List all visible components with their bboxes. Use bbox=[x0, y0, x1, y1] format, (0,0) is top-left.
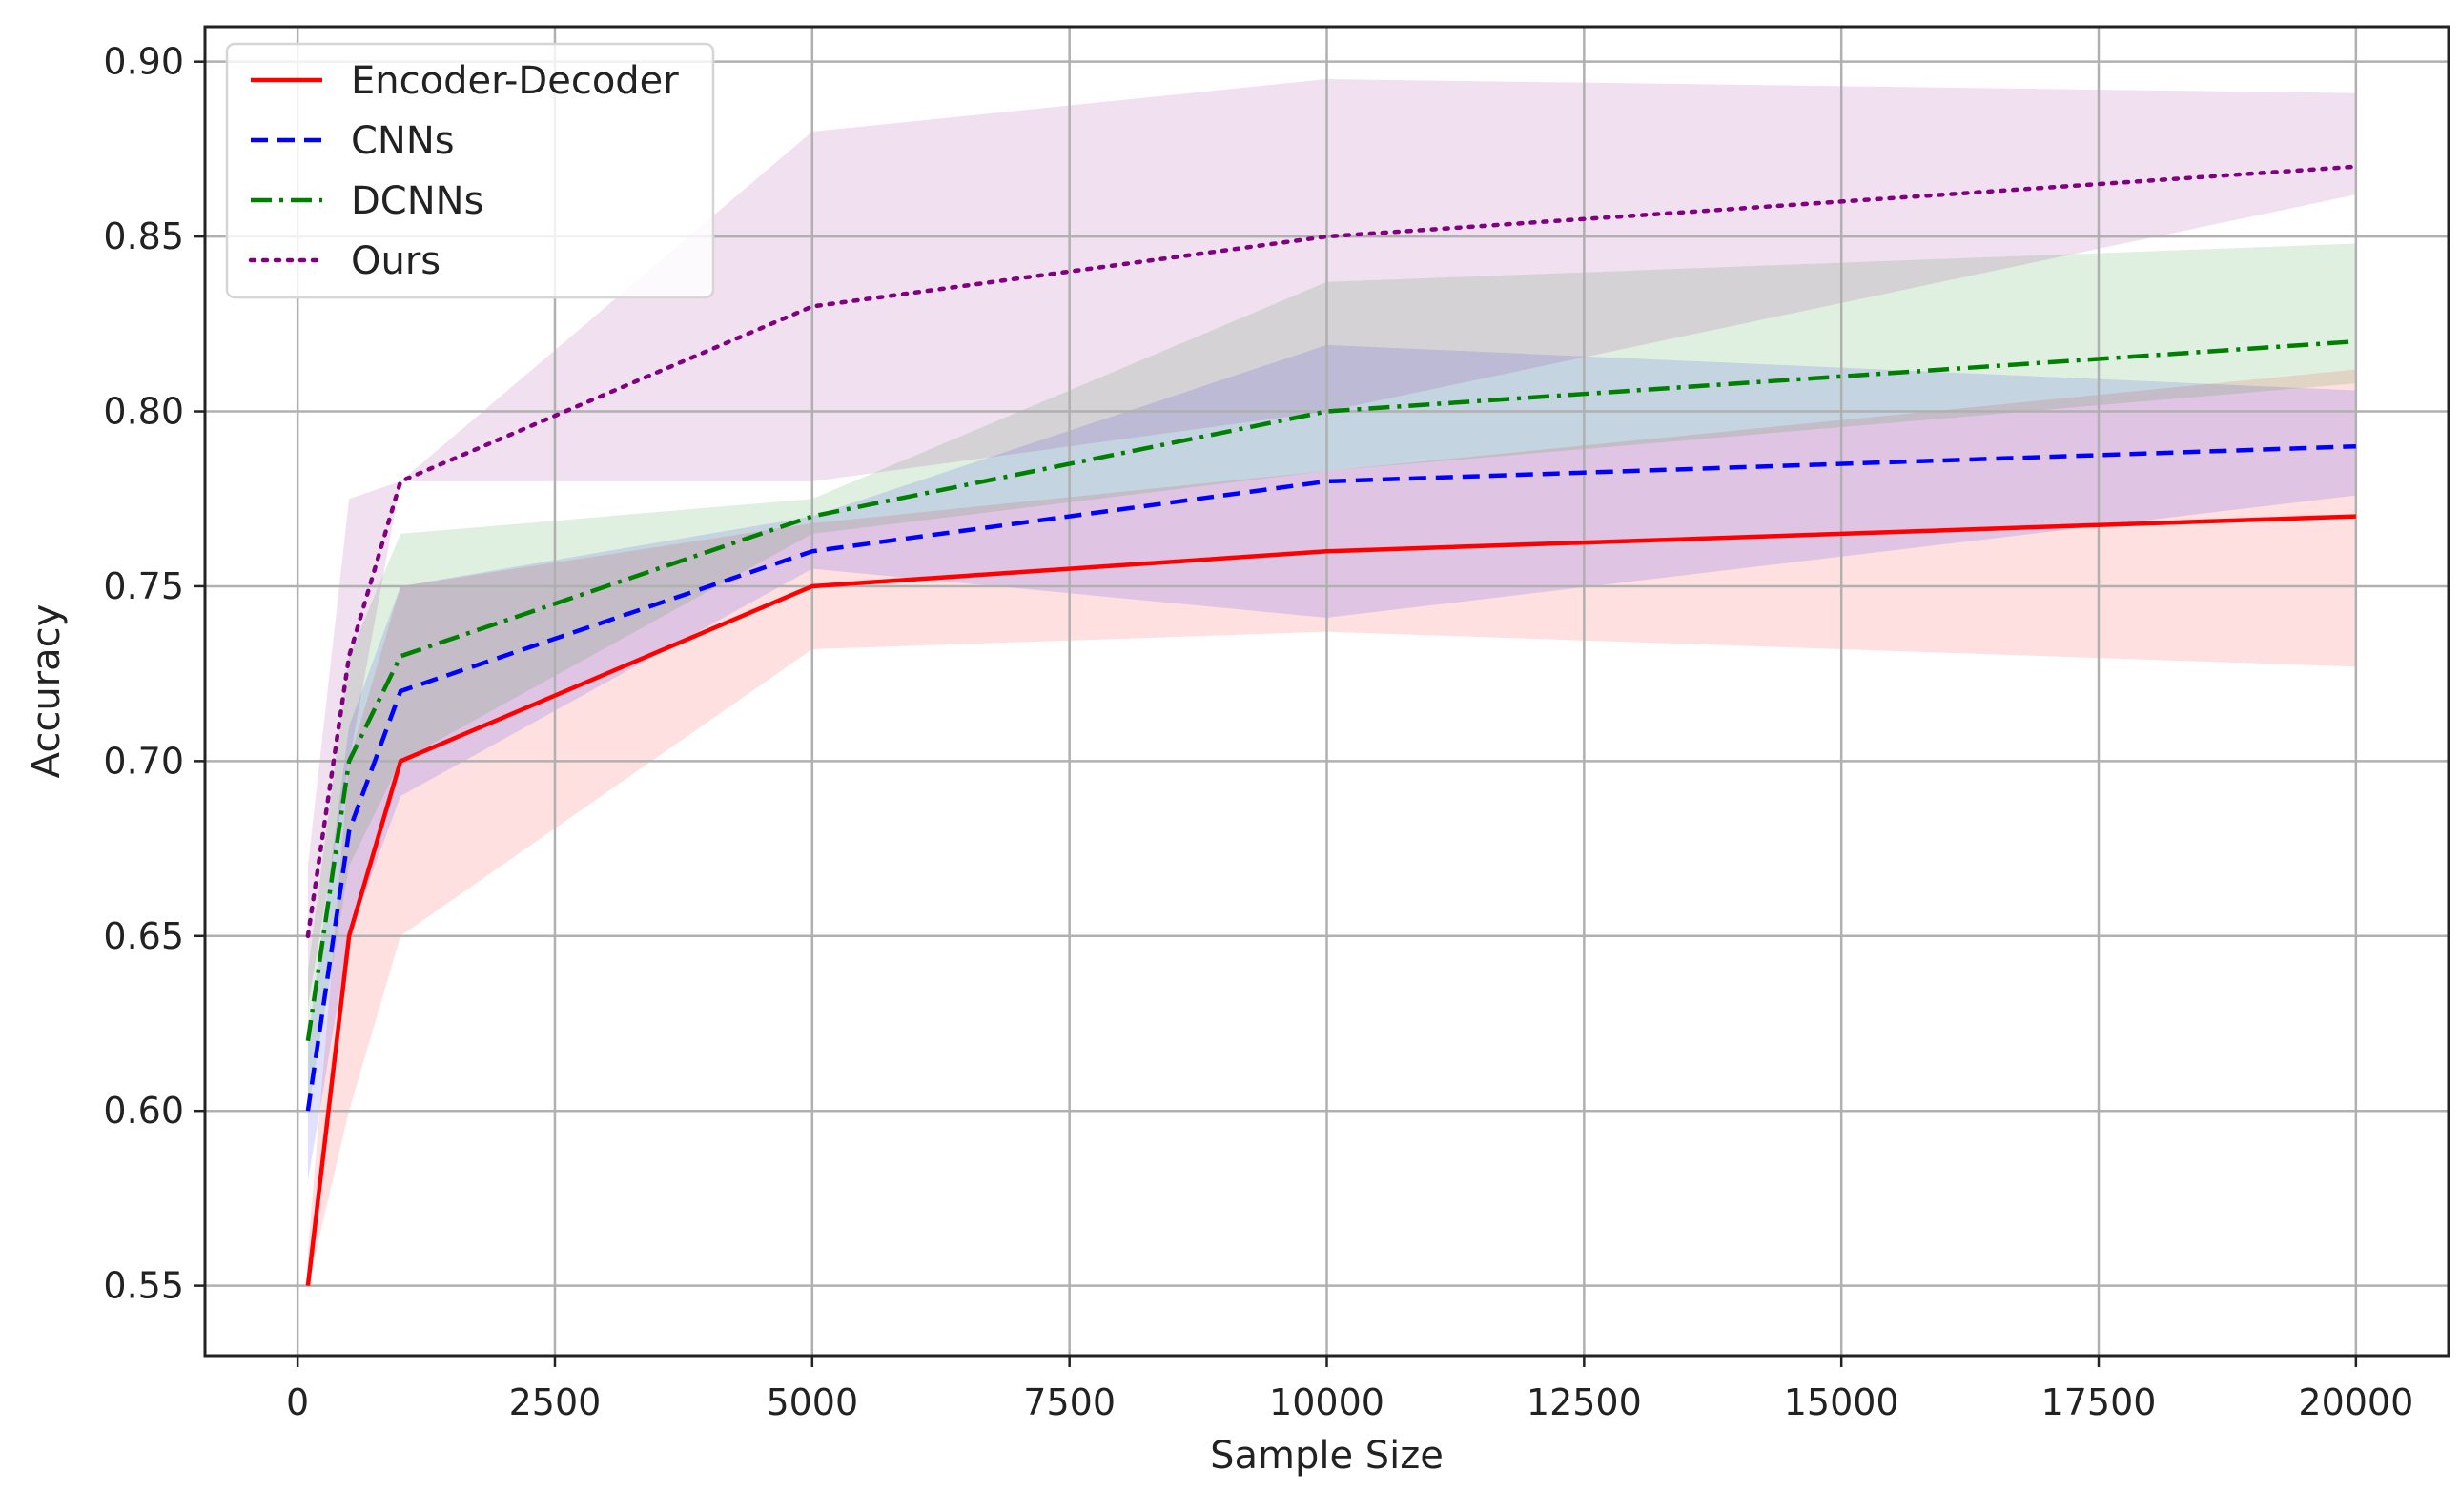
x-tick-label: 20000 bbox=[2298, 1381, 2413, 1423]
band-encoder-decoder bbox=[307, 369, 2356, 1286]
x-tick-label: 5000 bbox=[766, 1381, 858, 1423]
x-tick-label: 12500 bbox=[1527, 1381, 1642, 1423]
band-ours bbox=[307, 79, 2356, 1007]
x-axis-ticks: 0 2500 5000 7500 10000 12500 15000 17500 20000 bbox=[286, 1356, 2413, 1423]
y-tick-label: 0.90 bbox=[103, 41, 184, 83]
x-axis-label: Sample Size bbox=[1210, 1434, 1444, 1478]
x-tick-label: 17500 bbox=[2041, 1381, 2157, 1423]
x-tick-label: 15000 bbox=[1784, 1381, 1899, 1423]
y-tick-label: 0.55 bbox=[103, 1265, 184, 1307]
legend-label: Encoder-Decoder bbox=[351, 59, 679, 103]
x-tick-label: 7500 bbox=[1023, 1381, 1116, 1423]
y-tick-label: 0.60 bbox=[103, 1090, 184, 1132]
band-cnns bbox=[307, 344, 2356, 1181]
y-tick-label: 0.75 bbox=[103, 565, 184, 607]
band-dcnns bbox=[307, 243, 2356, 1112]
y-tick-label: 0.65 bbox=[103, 915, 184, 957]
y-tick-label: 0.85 bbox=[103, 215, 184, 257]
legend-label: DCNNs bbox=[351, 179, 483, 223]
legend-label: CNNs bbox=[351, 119, 455, 163]
line-dcnns bbox=[305, 338, 2357, 1042]
line-encoder-decoder bbox=[305, 514, 2356, 1286]
series-lines bbox=[305, 164, 2359, 1286]
x-tick-label: 0 bbox=[286, 1381, 309, 1423]
legend: Encoder-Decoder CNNs DCNNs Ours bbox=[225, 42, 715, 299]
legend-box bbox=[225, 42, 715, 299]
y-axis-ticks: 0.55 0.60 0.65 0.70 0.75 0.80 0.85 0.90 bbox=[103, 41, 205, 1307]
line-cnns bbox=[305, 443, 2356, 1112]
legend-label: Ours bbox=[351, 239, 441, 283]
confidence-bands bbox=[307, 79, 2356, 1286]
x-tick-label: 10000 bbox=[1269, 1381, 1384, 1423]
y-tick-label: 0.80 bbox=[103, 391, 184, 433]
y-tick-label: 0.70 bbox=[103, 740, 184, 782]
y-axis-label: Accuracy bbox=[25, 604, 69, 779]
x-tick-label: 2500 bbox=[509, 1381, 602, 1423]
line-ours bbox=[305, 164, 2359, 939]
